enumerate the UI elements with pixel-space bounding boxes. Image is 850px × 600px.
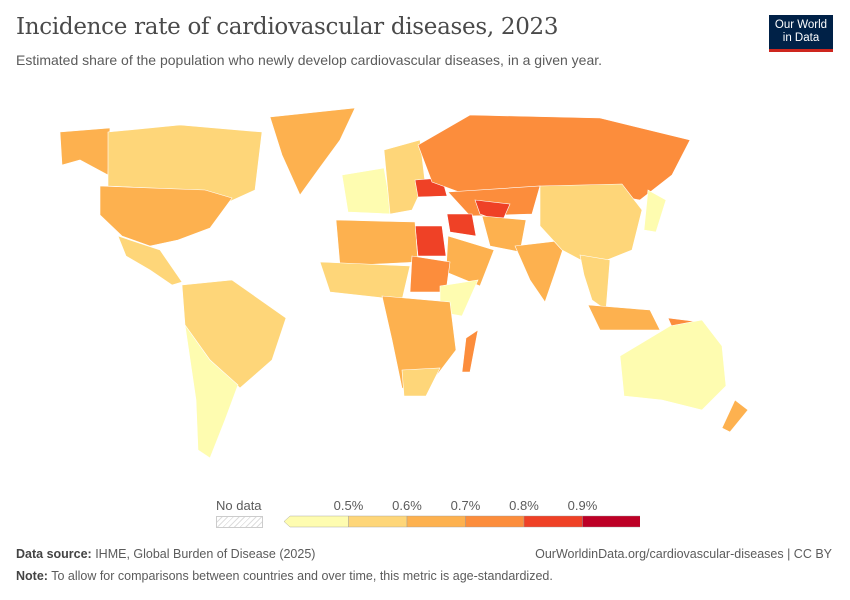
legend-bin-4[interactable]: [523, 515, 583, 528]
source-url-link[interactable]: OurWorldinData.org/cardiovascular-diseas…: [535, 547, 832, 561]
legend-bin-3[interactable]: [465, 515, 525, 528]
country-australia[interactable]: Australia: [619, 319, 727, 411]
country-andes-southern-cone[interactable]: Andes & Southern Cone: [184, 324, 239, 459]
country-india[interactable]: India: [514, 239, 567, 303]
legend-no-data-swatch: [216, 516, 263, 528]
country-west-africa[interactable]: West Africa: [319, 261, 411, 301]
legend-color-bar: [283, 515, 641, 528]
country-iraq-syria[interactable]: Iraq & Syria: [446, 213, 477, 237]
country-kazakhstan[interactable]: Kazakhstan: [447, 185, 541, 217]
data-source: Data source: IHME, Global Burden of Dise…: [16, 547, 315, 561]
country-united-states[interactable]: United States: [99, 185, 233, 247]
country-south-africa[interactable]: South Africa: [401, 367, 441, 397]
source-label: Data source:: [16, 547, 92, 561]
legend-no-data-label: No data: [216, 498, 262, 513]
note-text: To allow for comparisons between countri…: [47, 569, 553, 583]
legend-bin-2[interactable]: [406, 515, 466, 528]
country-mexico-central-america[interactable]: Mexico & Central America: [117, 235, 183, 286]
country-egypt[interactable]: Egypt: [414, 225, 447, 257]
legend-bin-5[interactable]: [582, 515, 641, 528]
legend-bin-0[interactable]: [283, 515, 349, 528]
country-indonesia[interactable]: Indonesia: [587, 304, 661, 331]
legend-tick-label: 0.8%: [509, 498, 539, 513]
legend-tick-label: 0.5%: [333, 498, 364, 513]
note: Note: To allow for comparisons between c…: [16, 569, 553, 583]
source-text: IHME, Global Burden of Disease (2025): [91, 547, 316, 561]
country-southeast-asia[interactable]: Southeast Asia: [579, 254, 611, 311]
country-china-mongolia[interactable]: China & Mongolia: [539, 183, 643, 267]
country-russia[interactable]: Russia: [417, 114, 691, 201]
owid-logo[interactable]: Our World in Data: [769, 15, 833, 52]
country-japan[interactable]: Japan: [643, 189, 667, 233]
legend-tick-label: 0.7%: [450, 498, 481, 513]
country-alaska-usa-[interactable]: Alaska (USA): [59, 127, 111, 176]
legend-tick-label: 0.9%: [567, 498, 598, 513]
country-western-europe[interactable]: Western Europe: [341, 167, 393, 215]
note-label: Note:: [16, 569, 48, 583]
country-eastern-europe[interactable]: Eastern Europe: [383, 139, 426, 215]
legend-bin-1[interactable]: [348, 515, 408, 528]
country-greenland[interactable]: Greenland: [269, 107, 356, 196]
country-saudi-arabia[interactable]: Saudi Arabia: [445, 235, 495, 287]
country-madagascar[interactable]: Madagascar: [461, 329, 479, 373]
chart-subtitle: Estimated share of the population who ne…: [16, 52, 603, 68]
country-new-zealand[interactable]: New Zealand: [721, 399, 749, 433]
world-map[interactable]: Alaska (USA)CanadaGreenlandUnited States…: [0, 95, 790, 485]
country-north-africa[interactable]: North Africa: [335, 219, 419, 267]
chart-title: Incidence rate of cardiovascular disease…: [16, 14, 559, 40]
legend-tick-label: 0.6%: [392, 498, 422, 513]
